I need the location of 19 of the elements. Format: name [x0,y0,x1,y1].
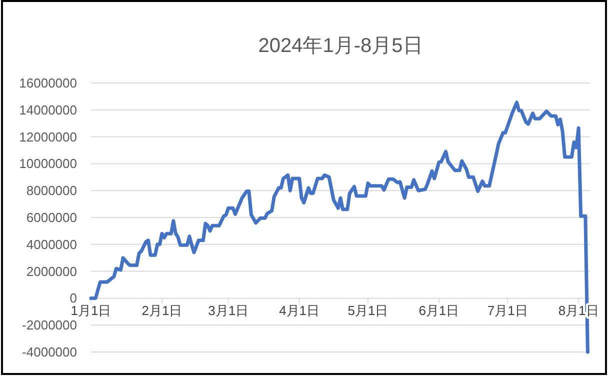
x-tick-label: 7月1日 [487,303,528,318]
x-tick-label: 5月1日 [348,303,388,318]
x-tick-label: 1月1日 [70,303,112,318]
y-tick-label: 4000000 [26,236,77,252]
y-tick-label: 10000000 [19,156,77,172]
y-tick-label: -2000000 [22,318,77,333]
title: 2024年1月-8月5日 [258,35,423,57]
y-tick-label: 6000000 [26,210,77,225]
y-tick-label: 16000000 [19,76,77,90]
x-tick-label: 2月1日 [142,303,182,318]
y-tick-label: 8000000 [26,183,77,198]
x-tick-label: 4月1日 [279,303,320,318]
y-tick-label: 2000000 [26,264,77,279]
x-tick-label: 3月1日 [208,303,249,318]
y-tick-label: 0 [70,290,77,306]
y-tick-label: -4000000 [22,344,77,360]
y-tick-label: 12000000 [19,129,77,144]
y-tick-label: 14000000 [19,102,77,118]
x-tick-label: 6月1日 [418,303,460,318]
